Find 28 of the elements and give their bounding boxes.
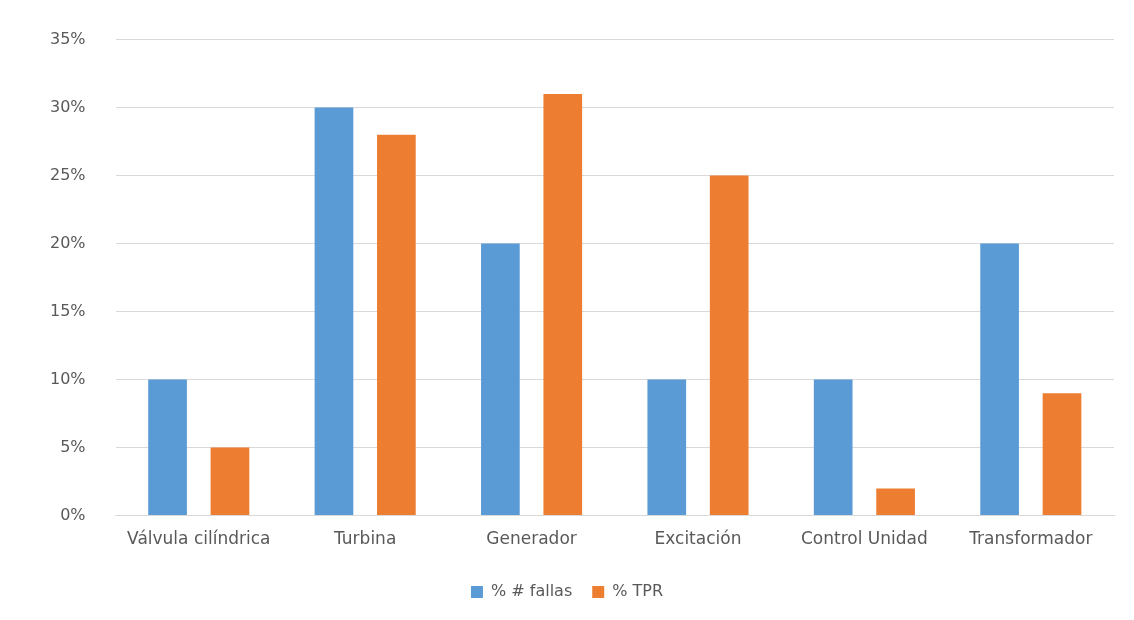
bar [876, 488, 915, 516]
y-tick-label: 10% [50, 368, 86, 388]
y-tick-label: 15% [50, 300, 86, 320]
bar [543, 94, 583, 516]
bar [709, 175, 749, 516]
bar [210, 447, 250, 516]
bar [481, 243, 520, 516]
x-tick-label: Turbina [333, 528, 397, 549]
bar [647, 379, 687, 516]
bar [377, 134, 416, 516]
bar [148, 379, 187, 516]
bar [1042, 393, 1082, 516]
y-tick-label: 5% [60, 436, 86, 456]
y-tick-label: 35% [50, 28, 86, 48]
x-tick-label: Válvula cilíndrica [127, 528, 271, 549]
y-tick-label: 30% [50, 96, 86, 116]
y-tick-label: 0% [60, 504, 86, 524]
x-tick-label: Generador [486, 528, 577, 549]
bar [980, 243, 1019, 516]
legend-label: % TPR [612, 581, 664, 601]
legend-label: % # fallas [490, 581, 573, 601]
bar [314, 107, 354, 516]
y-tick-label: 20% [50, 232, 86, 252]
x-tick-label: Excitación [654, 528, 742, 549]
bar [813, 379, 853, 516]
y-tick-label: 25% [50, 164, 86, 184]
x-tick-label: Transformador [968, 528, 1093, 549]
x-tick-label: Control Unidad [800, 528, 928, 549]
